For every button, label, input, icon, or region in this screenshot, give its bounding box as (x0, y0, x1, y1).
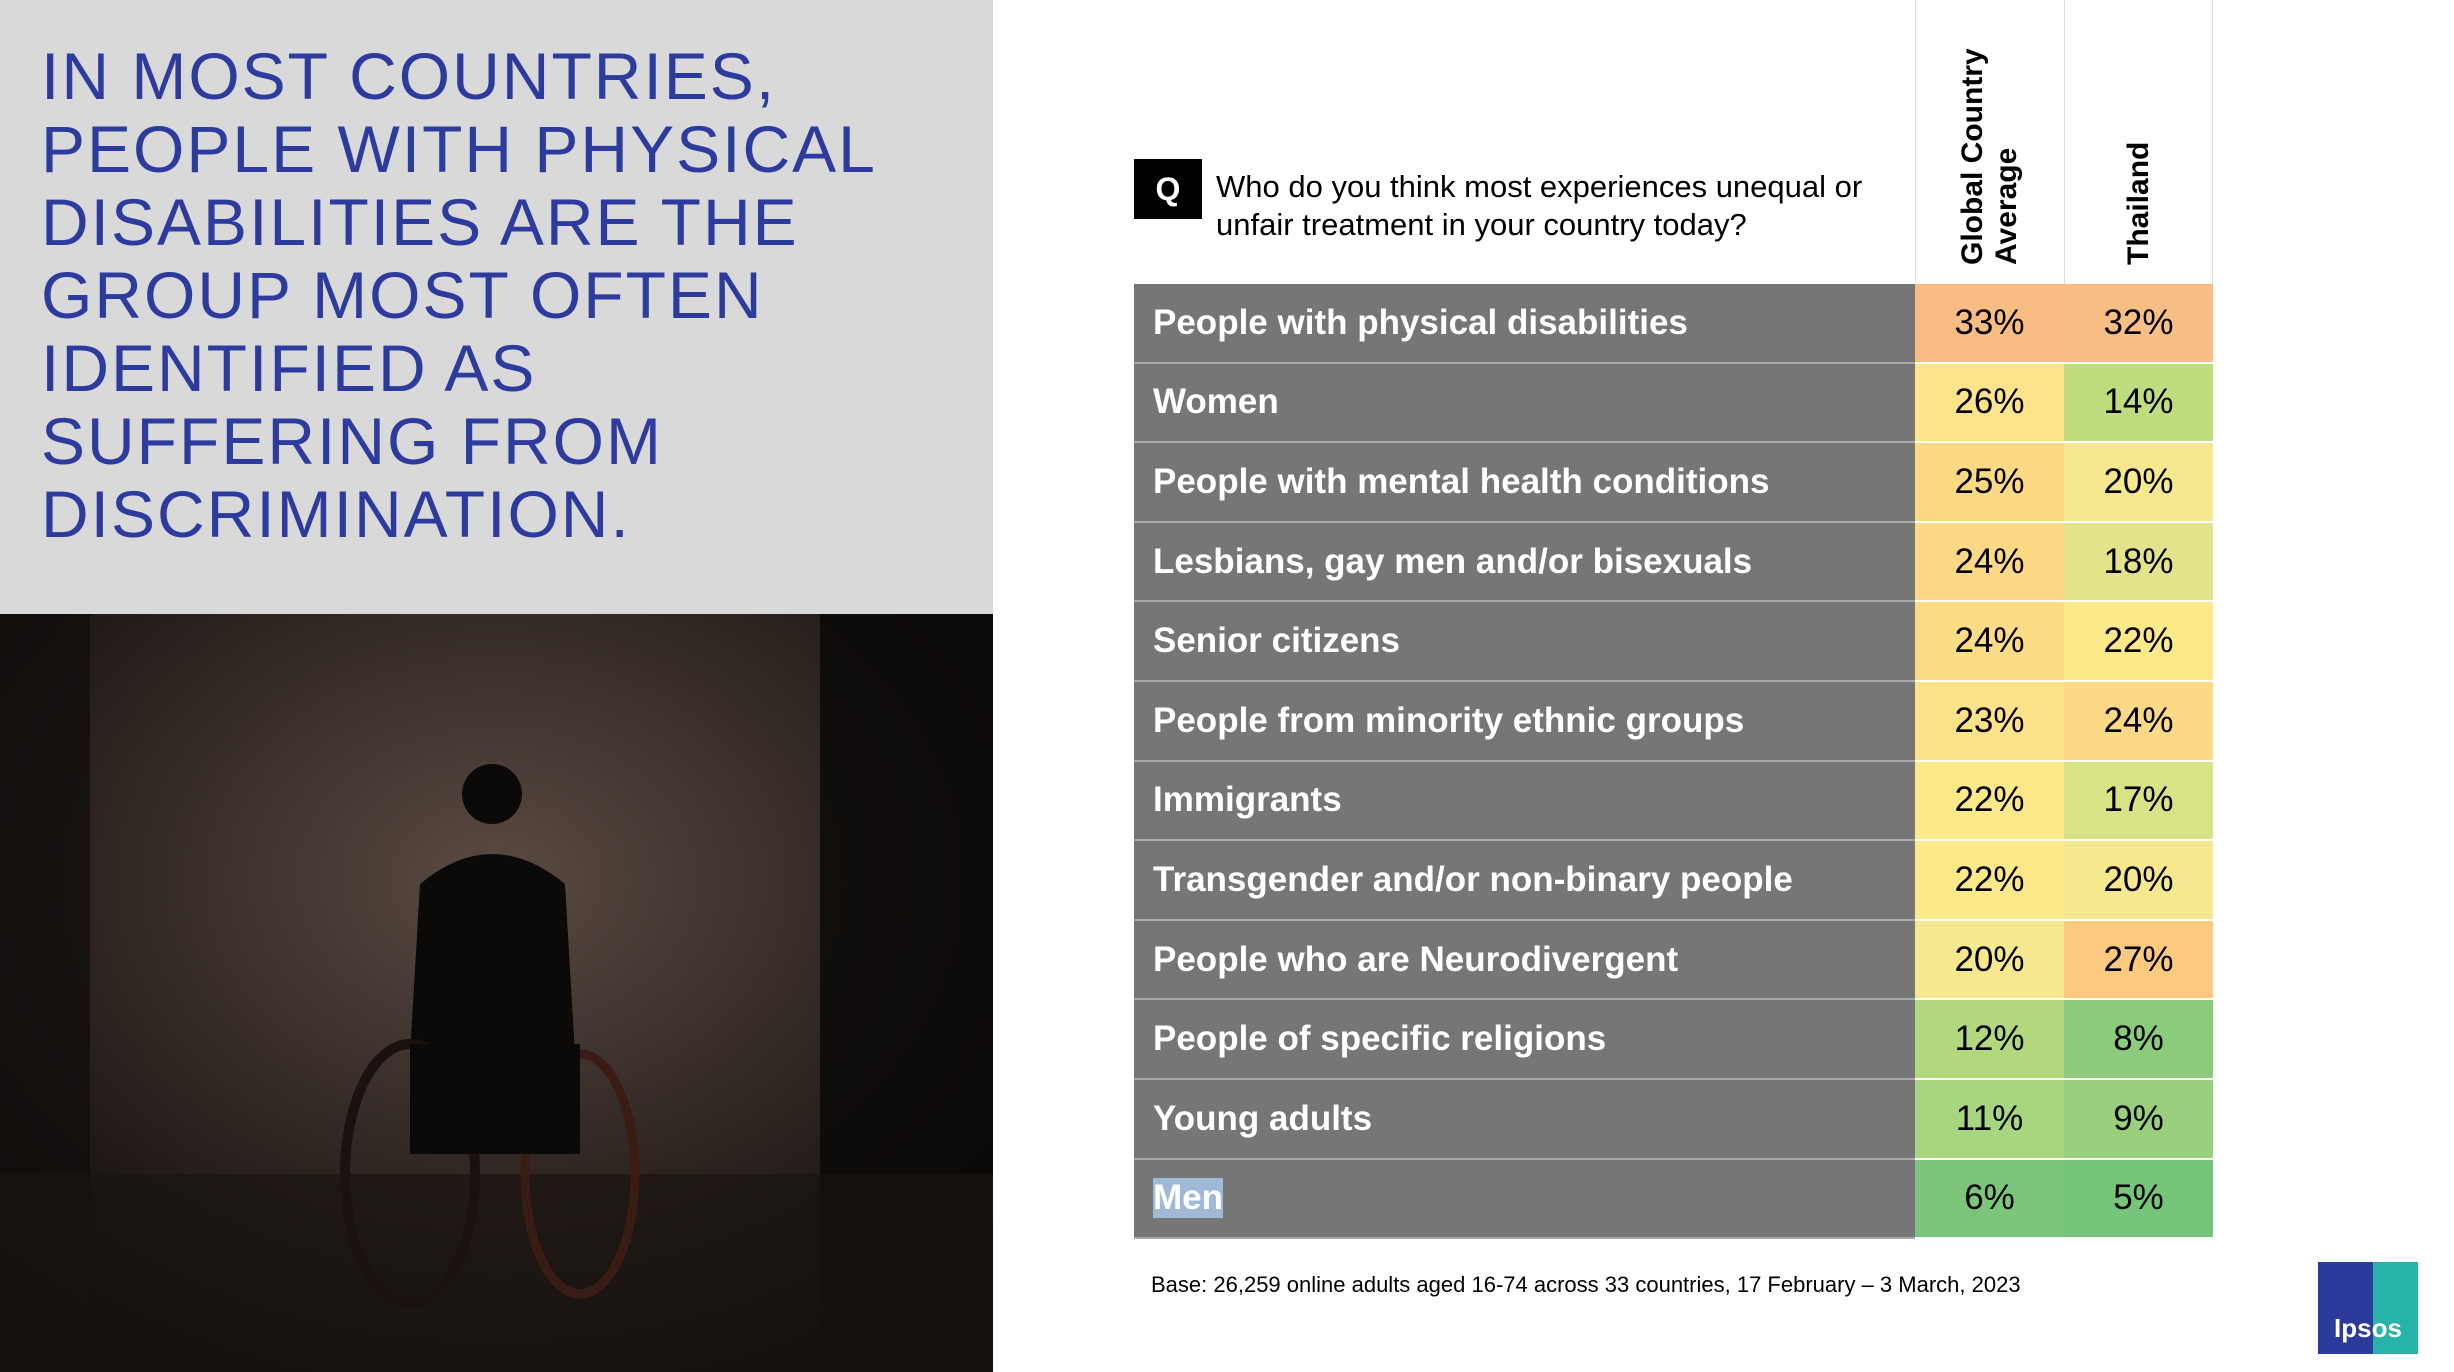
footnote: Base: 26,259 online adults aged 16-74 ac… (1151, 1272, 2021, 1297)
title-line: DISABILITIES ARE THE (41, 185, 799, 259)
row-label: People from minority ethnic groups (1134, 682, 1915, 762)
row-label: Men (1134, 1159, 1915, 1240)
row-label-text: People with mental health conditions (1153, 461, 1770, 501)
title-line: IN MOST COUNTRIES, (41, 39, 777, 113)
row-label: Women (1134, 363, 1915, 444)
column-header-line: Average (1989, 147, 2023, 265)
cell: 17% (2064, 761, 2213, 842)
cell: 22% (2064, 602, 2213, 682)
row-label-text: People from minority ethnic groups (1153, 700, 1745, 740)
cell: 20% (2064, 443, 2213, 523)
row-label: People of specific religions (1134, 1000, 1915, 1080)
row-label: People with physical disabilities (1134, 284, 1915, 364)
cell: 5% (2064, 1159, 2213, 1240)
column-header: Thailand (2122, 142, 2156, 265)
cell: 25% (1915, 443, 2064, 523)
cell: 6% (1915, 1159, 2064, 1240)
row-label-text: Lesbians, gay men and/or bisexuals (1153, 541, 1753, 581)
cell: 11% (1915, 1080, 2064, 1160)
column-header-line: Global Country (1955, 48, 1989, 265)
cell: 20% (2064, 841, 2213, 921)
row-label: Immigrants (1134, 761, 1915, 842)
row-label: Young adults (1134, 1080, 1915, 1160)
photo (0, 614, 993, 1372)
cell: 24% (1915, 602, 2064, 682)
cell: 14% (2064, 363, 2213, 444)
title-line: IDENTIFIED AS (41, 331, 537, 405)
title-line: GROUP MOST OFTEN (41, 258, 764, 332)
cell: 32% (2064, 284, 2213, 364)
row-label-text: People who are Neurodivergent (1153, 939, 1679, 979)
title-line: PEOPLE WITH PHYSICAL (41, 112, 877, 186)
cell: 24% (1915, 522, 2064, 603)
cell: 22% (1915, 841, 2064, 921)
cell: 24% (2064, 682, 2213, 762)
question-badge: Q (1134, 159, 1202, 219)
question: Who do you think most experiences unequa… (1216, 168, 1862, 244)
cell: 12% (1915, 1000, 2064, 1080)
row-label-text: Transgender and/or non-binary people (1153, 859, 1793, 899)
row-label-text: Women (1153, 382, 1279, 422)
logo-text: Ipsos (2334, 1313, 2402, 1343)
row-label: Transgender and/or non-binary people (1134, 841, 1915, 921)
row-label: Lesbians, gay men and/or bisexuals (1134, 522, 1915, 603)
title-line: DISCRIMINATION. (41, 477, 631, 551)
cell: 26% (1915, 363, 2064, 444)
row-label-text: Immigrants (1153, 780, 1342, 820)
title: IN MOST COUNTRIES, PEOPLE WITH PHYSICAL DI… (41, 40, 877, 551)
cell: 9% (2064, 1080, 2213, 1160)
row-label: Senior citizens (1134, 602, 1915, 682)
cell: 18% (2064, 522, 2213, 603)
logo: Ipsos (2318, 1262, 2418, 1354)
row-label: People with mental health conditions (1134, 443, 1915, 523)
row-label-text: Senior citizens (1153, 621, 1401, 661)
cell: 22% (1915, 761, 2064, 842)
row-label: People who are Neurodivergent (1134, 920, 1915, 1001)
cell: 20% (1915, 920, 2064, 1001)
row-label-text: Young adults (1153, 1098, 1373, 1138)
title-panel: IN MOST COUNTRIES, PEOPLE WITH PHYSICAL DI… (0, 0, 993, 614)
cell: 27% (2064, 920, 2213, 1001)
column-header: Global Country Average (1956, 48, 2024, 265)
title-line: SUFFERING FROM (41, 404, 663, 478)
question-line: Who do you think most experiences unequa… (1216, 169, 1863, 204)
column-header-line: Thailand (2121, 141, 2155, 265)
cell: 23% (1915, 682, 2064, 762)
cell: 33% (1915, 284, 2064, 364)
row-label-text: Men (1153, 1178, 1223, 1219)
cell: 8% (2064, 1000, 2213, 1080)
row-label-text: People of specific religions (1153, 1019, 1607, 1059)
question-line: unfair treatment in your country today? (1216, 207, 1747, 242)
row-label-text: People with physical disabilities (1153, 302, 1688, 342)
